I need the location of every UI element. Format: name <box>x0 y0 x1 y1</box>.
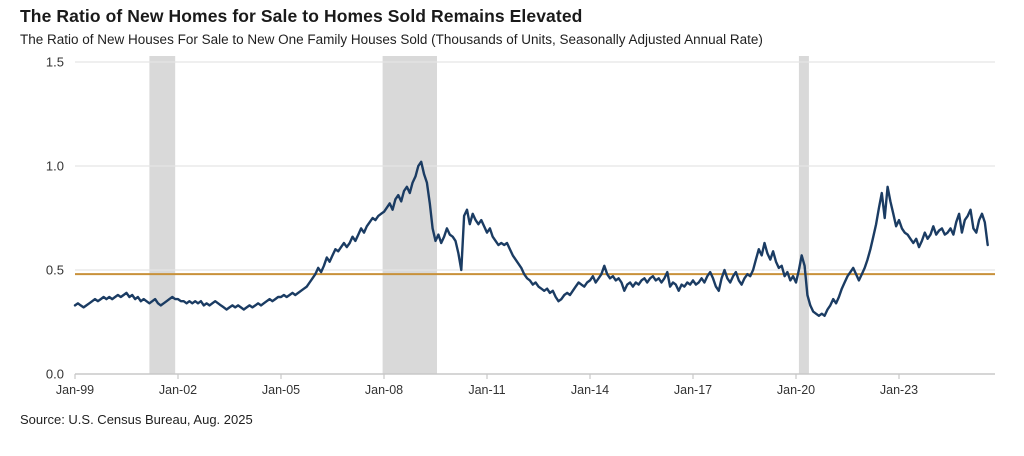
x-axis-label: Jan-05 <box>262 383 300 397</box>
ratio-line <box>73 160 989 317</box>
x-axis-label: Jan-08 <box>365 383 403 397</box>
x-axis-label: Jan-23 <box>880 383 918 397</box>
x-axis-label: Jan-14 <box>571 383 609 397</box>
source-note: Source: U.S. Census Bureau, Aug. 2025 <box>20 412 253 427</box>
y-axis-label: 1.0 <box>46 159 64 174</box>
y-axis-label: 1.5 <box>46 55 64 70</box>
recession-band <box>149 56 176 374</box>
x-axis-label: Jan-11 <box>468 383 505 397</box>
x-axis-label: Jan-20 <box>777 383 815 397</box>
recession-band <box>798 56 809 374</box>
x-axis-label: Jan-99 <box>56 383 94 397</box>
chart-subtitle: The Ratio of New Houses For Sale to New … <box>20 32 763 47</box>
y-axis-label: 0.0 <box>46 367 64 382</box>
x-axis-label: Jan-02 <box>159 383 197 397</box>
x-axis-label: Jan-17 <box>674 383 712 397</box>
y-axis-label: 0.5 <box>46 263 64 278</box>
recession-band <box>382 56 437 374</box>
chart-title: The Ratio of New Homes for Sale to Homes… <box>20 6 583 26</box>
